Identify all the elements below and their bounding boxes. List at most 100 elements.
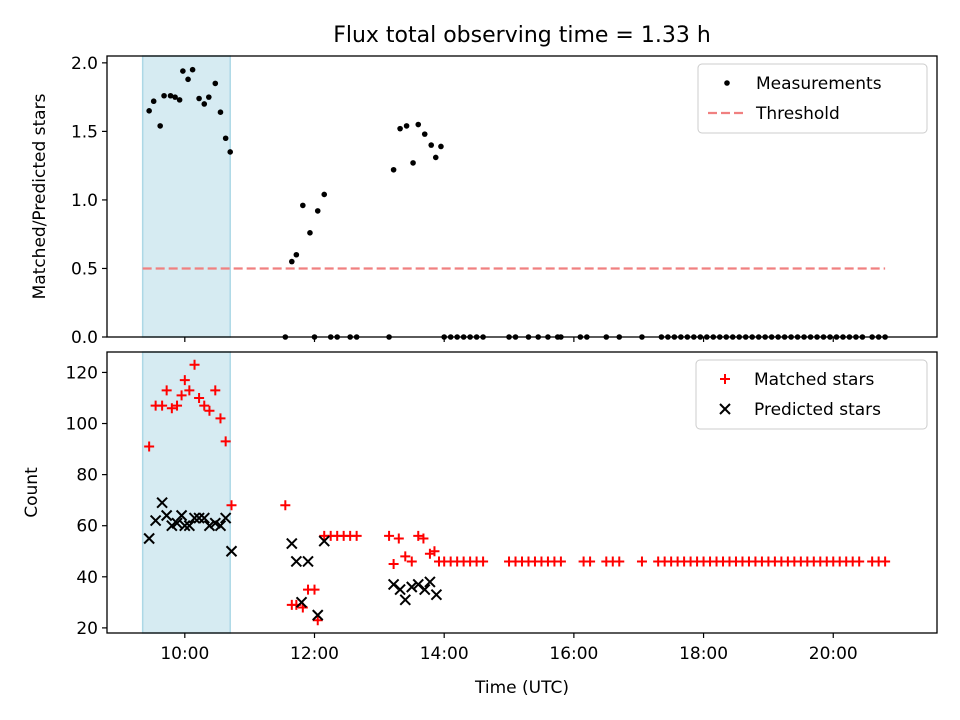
y-axis-label: Matched/Predicted stars: [30, 93, 50, 299]
predicted-star-point: [290, 555, 303, 568]
predicted-star-point: [214, 520, 227, 532]
y-tick-label: 1.0: [71, 191, 98, 211]
measurement-point: [217, 109, 224, 115]
x-tick-label: 14:00: [420, 644, 469, 664]
measurement-point: [293, 251, 300, 258]
predicted-star-point: [225, 545, 238, 557]
matched-star-point: [478, 556, 489, 567]
legend-label: Matched stars: [754, 370, 874, 390]
predicted-star-point: [295, 596, 308, 609]
predicted-star-point: [419, 583, 431, 596]
matched-star-point: [312, 615, 323, 626]
matched-star-point: [280, 500, 291, 511]
measurement-point: [421, 131, 428, 137]
axes-frame: [106, 55, 938, 338]
measurement-point: [390, 166, 397, 173]
matched-star-point: [614, 556, 625, 567]
highlight-span: [141, 55, 231, 338]
predicted-star-point: [188, 512, 201, 524]
y-axis-label: Count: [22, 467, 42, 518]
measurement-point: [206, 94, 212, 100]
matched-star-point: [555, 556, 566, 567]
y-tick-label: 0.0: [71, 328, 98, 348]
matched-star-point: [220, 436, 231, 447]
matched-star-point: [880, 556, 891, 567]
measurement-point: [321, 191, 328, 198]
y-tick-label: 20: [76, 619, 98, 639]
measurement-point: [196, 95, 202, 102]
legend-label: Threshold: [755, 104, 840, 124]
legend-box: [697, 63, 928, 134]
measurement-point: [438, 143, 444, 150]
measurement-point: [397, 125, 403, 132]
measurement-point: [415, 121, 422, 128]
measurement-point: [161, 92, 167, 99]
predicted-star-point: [198, 512, 210, 524]
matched-star-point: [418, 533, 429, 544]
predicted-star-point: [175, 509, 188, 522]
predicted-star-point: [302, 555, 314, 568]
matched-star-point: [210, 385, 221, 396]
predicted-star-point: [394, 583, 406, 596]
measurement-point: [432, 154, 439, 161]
y-tick-label: 2.0: [71, 54, 98, 74]
matched-star-point: [429, 546, 440, 557]
predicted-star-point: [286, 537, 298, 550]
x-tick-label: 18:00: [679, 644, 728, 664]
matched-star-point: [204, 405, 215, 416]
matched-star-point: [309, 584, 320, 595]
x-tick-label: 12:00: [290, 644, 339, 664]
matched-star-point: [351, 530, 362, 541]
matched-star-point: [393, 533, 404, 544]
matched-star-point: [215, 413, 226, 424]
count-panel: 20 40 60 80 100 120 10:00 12:00 14:00 16:00 18:00 2…: [22, 351, 938, 698]
predicted-star-point: [399, 594, 411, 606]
matched-star-point: [384, 530, 395, 541]
measurement-point: [222, 135, 229, 142]
legend-label: Measurements: [756, 74, 882, 94]
y-tick-label: 40: [76, 568, 98, 588]
matched-star-point: [585, 556, 596, 567]
matched-star-point: [157, 400, 168, 411]
predicted-star-point: [406, 581, 418, 593]
y-tick-label: 100: [66, 415, 98, 435]
matched-star-point: [184, 385, 195, 396]
matched-star-point: [176, 390, 187, 401]
highlight-span: [141, 351, 231, 634]
legend: Matched stars Predicted stars: [695, 359, 928, 430]
matched-star-point: [400, 551, 411, 562]
measurement-point: [300, 202, 306, 209]
predicted-star-point: [143, 532, 155, 545]
predicted-star-point: [179, 520, 191, 532]
measurement-point: [176, 97, 183, 103]
legend: Measurements Threshold: [697, 63, 928, 134]
predicted-star-point: [160, 509, 173, 522]
predicted-star-point: [424, 576, 436, 588]
measurement-point: [212, 80, 219, 87]
measurement-point: [150, 98, 157, 105]
legend-label: Predicted stars: [754, 400, 881, 420]
predicted-star-point: [171, 517, 183, 529]
matched-star-point: [199, 400, 210, 411]
measurement-point: [172, 94, 178, 100]
series-matched-stars: [144, 359, 891, 626]
legend-marker: [719, 403, 731, 415]
predicted-star-point: [149, 514, 162, 527]
measurement-point: [307, 230, 313, 236]
measurement-point: [157, 123, 163, 129]
predicted-star-point: [193, 512, 205, 524]
matched-star-point: [189, 359, 200, 370]
measurement-point: [180, 68, 186, 74]
ratio-panel: 0.0 0.5 1.0 1.5 2.0 Matched/Predicted stars Me…: [30, 54, 938, 348]
matched-star-point: [388, 559, 399, 570]
measurement-point: [201, 101, 208, 107]
y-tick-label: 60: [76, 517, 98, 537]
predicted-star-point: [318, 535, 330, 547]
matched-star-point: [161, 385, 172, 396]
measurement-point: [403, 123, 410, 129]
y-tick-label: 1.5: [71, 122, 98, 142]
measurement-point: [189, 66, 196, 73]
matched-star-point: [166, 403, 177, 414]
predicted-star-point: [219, 512, 232, 524]
